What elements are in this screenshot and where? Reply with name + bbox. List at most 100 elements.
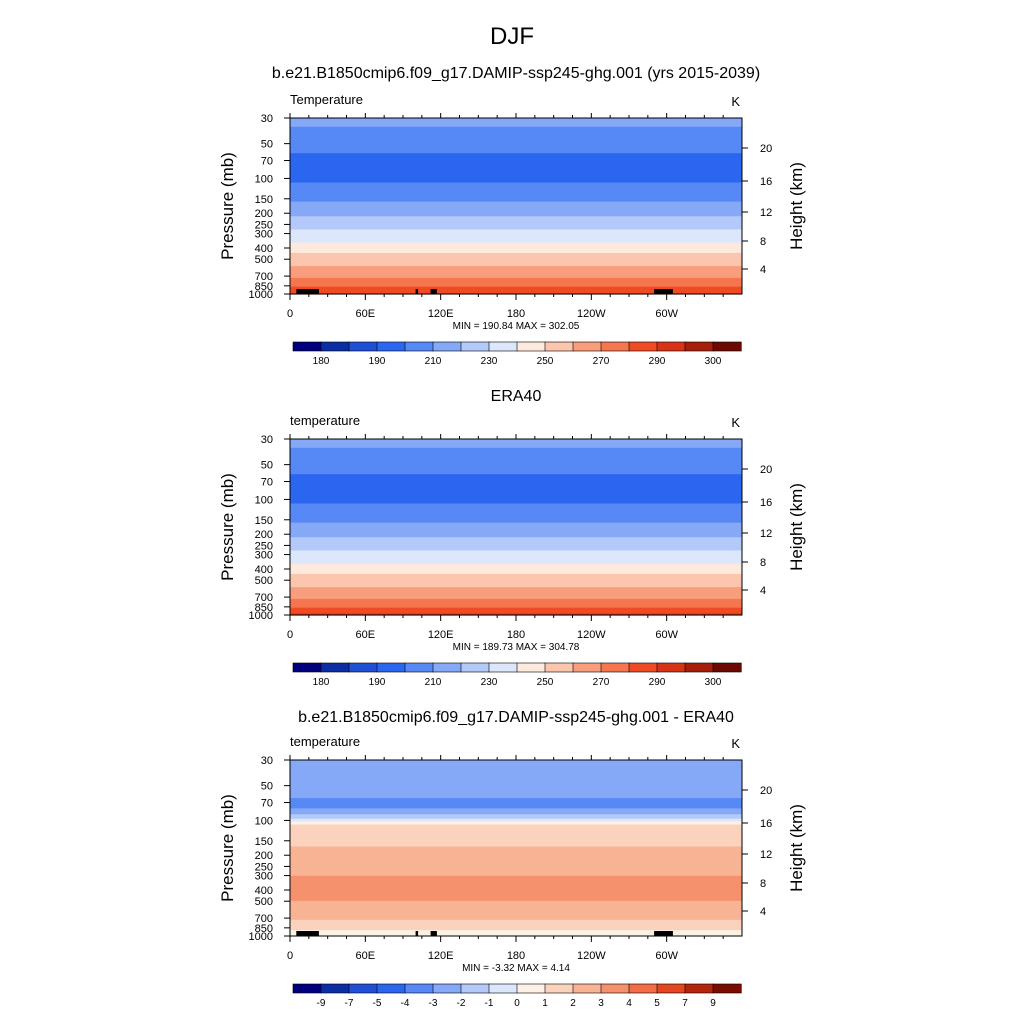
- x-tick-label: 60E: [356, 308, 376, 320]
- contour-band: [290, 839, 742, 842]
- contour-band: [290, 201, 742, 204]
- colorbar-label: 230: [481, 677, 498, 688]
- contour-band: [290, 206, 742, 209]
- contour-band: [290, 244, 742, 247]
- contour-band: [290, 584, 742, 587]
- min-max-label: MIN = -3.32 MAX = 4.14: [462, 963, 570, 974]
- contour-band: [290, 252, 742, 255]
- contour-band: [290, 198, 742, 201]
- contour-band: [290, 163, 742, 166]
- y-tick-label: 400: [255, 885, 273, 897]
- contour-band: [290, 597, 742, 600]
- contour-band: [290, 182, 742, 185]
- contour-band: [290, 532, 742, 535]
- colorbar-box: [460, 662, 490, 673]
- contour-band: [290, 806, 742, 809]
- contour-band: [290, 897, 742, 900]
- contour-band: [290, 587, 742, 590]
- colorbar-box: [684, 662, 714, 673]
- contour-band: [290, 478, 742, 481]
- y-tick-label: 400: [255, 243, 273, 255]
- y-tick-label: 200: [255, 850, 273, 862]
- units-label: K: [731, 94, 740, 109]
- contour-band: [290, 795, 742, 798]
- contour-band: [290, 930, 742, 933]
- contour-band: [290, 150, 742, 153]
- contour-band: [290, 796, 742, 799]
- contour-band: [290, 208, 742, 211]
- colorbar-label: 270: [593, 677, 610, 688]
- contour-band: [290, 235, 742, 238]
- colorbar-box: [572, 662, 602, 673]
- contour-band: [290, 282, 742, 285]
- contour-band: [290, 251, 742, 254]
- y2-tick-label: 12: [760, 207, 772, 219]
- contour-band: [290, 849, 742, 852]
- colorbar-box: [628, 341, 658, 352]
- contour-band: [290, 771, 742, 774]
- y2-tick-label: 8: [760, 236, 766, 248]
- contour-band: [290, 134, 742, 137]
- contour-band: [290, 894, 742, 897]
- colorbar-label: -3: [429, 998, 438, 1009]
- contour-band: [290, 783, 742, 786]
- contour-band: [290, 444, 742, 447]
- contour-band: [290, 477, 742, 480]
- contour-band: [290, 550, 742, 553]
- contour-band: [290, 585, 742, 588]
- contour-band: [290, 846, 742, 849]
- x-tick-label: 120E: [428, 308, 454, 320]
- contour-band: [290, 184, 742, 187]
- x-tick-label: 120W: [577, 950, 606, 962]
- contour-band: [290, 867, 742, 870]
- contour-band: [290, 481, 742, 484]
- contour-band: [290, 283, 742, 286]
- contour-band: [290, 475, 742, 478]
- y-tick-label: 500: [255, 254, 273, 266]
- topography-block: [654, 289, 673, 294]
- contour-band: [290, 922, 742, 925]
- contour-band: [290, 258, 742, 261]
- contour-band: [290, 924, 742, 927]
- contour-band: [290, 463, 742, 466]
- contour-band: [290, 452, 742, 455]
- contour-band: [290, 135, 742, 138]
- contour-band: [290, 905, 742, 908]
- contour-band: [290, 254, 742, 257]
- contour-band: [290, 537, 742, 540]
- colorbar-box: [488, 983, 518, 994]
- y-tick-label: 100: [255, 173, 273, 185]
- contour-band: [290, 855, 742, 858]
- contour-band: [290, 458, 742, 461]
- contour-band: [290, 864, 742, 867]
- contour-band: [290, 591, 742, 594]
- y-axis-label: Pressure (mb): [218, 794, 237, 902]
- contour-band: [290, 789, 742, 792]
- contour-band: [290, 554, 742, 557]
- contour-band: [290, 793, 742, 796]
- contour-band: [290, 883, 742, 886]
- contour-band: [290, 269, 742, 272]
- contour-band: [290, 568, 742, 571]
- contour-band: [290, 276, 742, 279]
- contour-band: [290, 241, 742, 244]
- contour-band: [290, 170, 742, 173]
- contour-band: [290, 848, 742, 851]
- contour-band: [290, 505, 742, 508]
- contour-band: [290, 491, 742, 494]
- contour-band: [290, 540, 742, 543]
- contour-band: [290, 186, 742, 189]
- contour-band: [290, 200, 742, 203]
- contour-band: [290, 549, 742, 552]
- contour-band: [290, 802, 742, 805]
- contour-band: [290, 853, 742, 856]
- contour-band: [290, 594, 742, 597]
- y-tick-label: 1000: [249, 610, 273, 622]
- contour-band: [290, 280, 742, 283]
- contour-band: [290, 181, 742, 184]
- contour-band: [290, 544, 742, 547]
- contour-band: [290, 792, 742, 795]
- contour-bands: [290, 118, 742, 295]
- contour-band: [290, 557, 742, 560]
- contour-band: [290, 845, 742, 848]
